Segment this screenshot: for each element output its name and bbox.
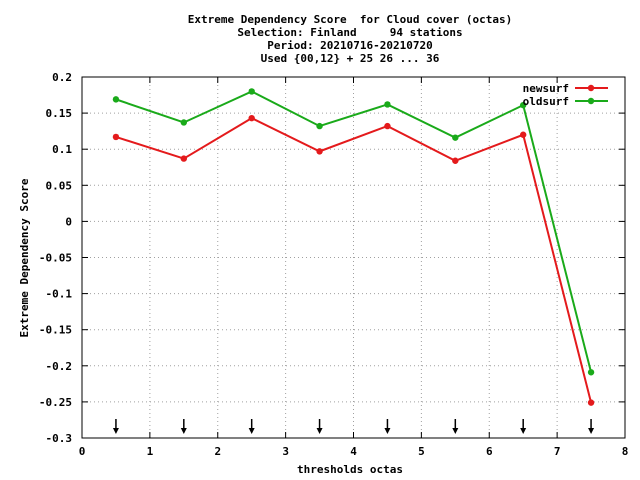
- arrow-marker: [112, 419, 119, 434]
- arrow-marker: [520, 419, 527, 434]
- title-line-3: Period: 20210716-20210720: [267, 39, 433, 52]
- y-tick-label: -0.05: [39, 252, 72, 265]
- x-tick-label: 5: [418, 445, 425, 458]
- title-line-2: Selection: Finland 94 stations: [237, 26, 462, 39]
- arrow-marker: [180, 419, 187, 434]
- x-tick-label: 2: [214, 445, 221, 458]
- x-tick-label: 8: [622, 445, 629, 458]
- y-axis-label: Extreme Dependency Score: [18, 178, 31, 337]
- plot-frame: [81, 76, 626, 439]
- y-tick-label: -0.1: [46, 288, 73, 301]
- y-tick-label: 0.15: [46, 107, 73, 120]
- arrow-marker: [588, 419, 595, 434]
- legend-label-newsurf: newsurf: [523, 82, 569, 95]
- data-point-newsurf: [519, 131, 527, 138]
- y-tick-label: -0.2: [46, 360, 73, 373]
- y-tick-label: 0.05: [46, 179, 73, 192]
- data-point-oldsurf: [180, 119, 188, 126]
- arrow-marker: [384, 419, 391, 434]
- data-point-newsurf: [587, 399, 595, 406]
- legend-marker-oldsurf: [587, 97, 595, 105]
- chart-title: Extreme Dependency Score for Cloud cover…: [188, 13, 513, 65]
- y-tick-label: 0: [65, 215, 72, 228]
- arrow-marker: [452, 419, 459, 434]
- data-point-oldsurf: [519, 101, 527, 109]
- legend-marker-newsurf: [587, 84, 595, 92]
- data-point-newsurf: [180, 155, 188, 162]
- x-tick-label: 7: [554, 445, 561, 458]
- data-point-oldsurf: [384, 101, 391, 108]
- arrow-marker: [248, 419, 255, 434]
- data-point-newsurf: [112, 133, 120, 141]
- y-tick-label: 0.1: [52, 143, 72, 156]
- x-tick-label: 0: [79, 445, 86, 458]
- data-point-newsurf: [316, 148, 323, 155]
- y-tick-label: -0.3: [46, 432, 73, 445]
- data-point-oldsurf: [587, 369, 595, 376]
- y-tick-label: 0.2: [52, 71, 72, 84]
- data-point-oldsurf: [112, 96, 120, 103]
- series-line-newsurf: [115, 117, 593, 403]
- data-point-newsurf: [248, 114, 255, 122]
- x-tick-label: 3: [282, 445, 289, 458]
- data-point-newsurf: [452, 157, 459, 164]
- y-tick-label: -0.15: [39, 324, 72, 337]
- title-line-1: Extreme Dependency Score for Cloud cover…: [188, 13, 513, 26]
- data-point-oldsurf: [452, 134, 459, 141]
- data-point-oldsurf: [248, 88, 255, 95]
- threshold-arrows: [112, 419, 595, 434]
- x-tick-label: 4: [350, 445, 357, 458]
- x-tick-label: 6: [486, 445, 493, 458]
- grid: [82, 77, 625, 438]
- data-point-oldsurf: [316, 122, 323, 130]
- legend-label-oldsurf: oldsurf: [523, 95, 569, 108]
- series-layer: [112, 88, 595, 406]
- series-line-oldsurf: [115, 90, 593, 373]
- x-tick-label: 1: [147, 445, 154, 458]
- x-axis-label: thresholds octas: [297, 463, 403, 476]
- title-line-4: Used {00,12} + 25 26 ... 36: [261, 52, 440, 65]
- tick-labels: -0.3 -0.25 -0.2 -0.15 -0.1 -0.05 0 0.05 0.1 0.15 0…: [39, 71, 628, 458]
- arrow-marker: [316, 419, 323, 434]
- y-tick-label: -0.25: [39, 396, 72, 409]
- data-point-newsurf: [384, 122, 391, 130]
